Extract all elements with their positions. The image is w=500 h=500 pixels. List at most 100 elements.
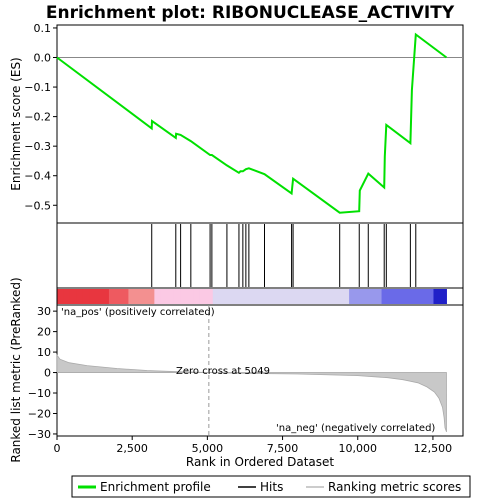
color-bar-segment — [89, 289, 97, 304]
color-bar-segment — [401, 289, 409, 304]
color-bar-segment — [375, 289, 383, 304]
color-bar-segment — [271, 289, 279, 304]
color-bar-segment — [381, 289, 389, 304]
color-bar-segment — [199, 289, 207, 304]
color-bar-segment — [407, 289, 415, 304]
color-bar-segment — [420, 289, 428, 304]
color-bar-segment — [394, 289, 402, 304]
color-bar-segment — [147, 289, 155, 304]
color-bar-segment — [310, 289, 318, 304]
metric-y-tick-label: −20 — [28, 407, 51, 420]
x-tick-label: 7,500 — [267, 442, 299, 455]
color-bar-segment — [82, 289, 90, 304]
color-bar-segment — [316, 289, 324, 304]
color-bar-segment — [251, 289, 259, 304]
color-bar-segment — [368, 289, 376, 304]
color-bar-segment — [212, 289, 220, 304]
color-bar-segment — [141, 289, 149, 304]
x-tick-label: 12,500 — [414, 442, 453, 455]
pos-annotation: 'na_pos' (positively correlated) — [61, 307, 215, 318]
es-y-tick-label: −0.4 — [24, 170, 51, 183]
color-bar-segment — [342, 289, 350, 304]
es-y-tick-label: 0.0 — [34, 52, 52, 65]
chart-title: Enrichment plot: RIBONUCLEASE_ACTIVITY — [46, 3, 455, 23]
color-bar-segment — [219, 289, 227, 304]
zero-cross-annotation: Zero cross at 5049 — [176, 366, 270, 377]
x-tick-label: 2,500 — [116, 442, 148, 455]
legend-frame — [71, 475, 471, 498]
color-bar-segment — [128, 289, 136, 304]
color-bar-segment — [433, 289, 441, 304]
color-bar-segment — [193, 289, 201, 304]
ranking-metric-area — [56, 353, 447, 433]
es-y-tick-label: −0.2 — [24, 111, 51, 124]
metric-y-tick-label: −30 — [28, 428, 51, 441]
color-bar-segment — [355, 289, 363, 304]
color-bar-segment — [154, 289, 162, 304]
color-bar-segment — [225, 289, 233, 304]
color-bar-segment — [76, 289, 84, 304]
color-bar-segment — [258, 289, 266, 304]
color-bar-segment — [426, 289, 434, 304]
es-y-axis-label: Enrichment score (ES) — [9, 57, 23, 190]
color-bar-segment — [102, 289, 110, 304]
neg-annotation: 'na_neg' (negatively correlated) — [276, 423, 435, 434]
color-bar-segment — [173, 289, 181, 304]
color-bar-segment — [277, 289, 285, 304]
metric-y-axis-label: Ranked list metric (PreRanked) — [9, 277, 23, 462]
metric-y-tick-label: 20 — [37, 326, 51, 339]
legend-enrichment-label: Enrichment profile — [100, 480, 211, 494]
color-bar-segment — [329, 289, 337, 304]
color-bar-segment — [297, 289, 305, 304]
rank-color-bar — [57, 289, 447, 304]
color-bar-segment — [57, 289, 64, 304]
color-bar-segment — [186, 289, 194, 304]
enrichment-profile-line — [56, 32, 448, 214]
legend-metric-label: Ranking metric scores — [328, 480, 461, 494]
x-tick-label: 0 — [54, 442, 61, 455]
color-bar-segment — [238, 289, 246, 304]
color-bar-segment — [323, 289, 331, 304]
color-bar-segment — [167, 289, 175, 304]
color-bar-segment — [284, 289, 292, 304]
color-bar-segment — [108, 289, 116, 304]
metric-y-tick-label: 30 — [37, 305, 51, 318]
hit-lines — [151, 224, 417, 287]
es-panel-frame — [56, 24, 464, 224]
color-bar-segment — [95, 289, 103, 304]
color-bar-segment — [115, 289, 123, 304]
metric-y-tick-label: 10 — [37, 346, 51, 359]
legend: Enrichment profile Hits Ranking metric s… — [71, 475, 471, 498]
color-bar-segment — [180, 289, 188, 304]
metric-y-tick-label: −10 — [28, 387, 51, 400]
ranking-metric-fill — [56, 353, 447, 433]
color-bar-segment — [290, 289, 298, 304]
es-y-ticks: 0.1 0.0 −0.1 −0.2 −0.3 −0.4 −0.5 — [24, 22, 57, 212]
color-bar-segment — [206, 289, 214, 304]
color-bar-segment — [388, 289, 396, 304]
color-bar-segment — [439, 289, 447, 304]
es-y-tick-label: −0.3 — [24, 140, 51, 153]
color-bar-segment — [303, 289, 311, 304]
metric-y-ticks: 30 20 10 0 −10 −20 −30 — [28, 305, 57, 441]
color-bar-segment — [336, 289, 344, 304]
metric-x-ticks: 0 2,500 5,000 7,500 10,000 12,500 — [54, 436, 453, 455]
color-bar-segment — [245, 289, 253, 304]
color-bar-segment — [414, 289, 421, 304]
color-bar-segment — [160, 289, 168, 304]
color-bar-segment — [69, 289, 77, 304]
x-tick-label: 10,000 — [338, 442, 377, 455]
color-bar-segment — [134, 289, 142, 304]
hits-panel-frame — [56, 222, 464, 289]
x-axis-label: Rank in Ordered Dataset — [186, 455, 334, 469]
legend-hits-label: Hits — [260, 480, 283, 494]
es-y-tick-label: −0.5 — [24, 199, 51, 212]
metric-y-tick-label: 0 — [44, 367, 51, 380]
color-bar-segment — [264, 289, 272, 304]
es-y-tick-label: 0.1 — [34, 22, 52, 35]
color-bar-segment — [121, 289, 129, 304]
es-series — [56, 32, 448, 214]
color-bar-segment — [63, 289, 71, 304]
color-bar-segment — [362, 289, 370, 304]
es-y-tick-label: −0.1 — [24, 81, 51, 94]
